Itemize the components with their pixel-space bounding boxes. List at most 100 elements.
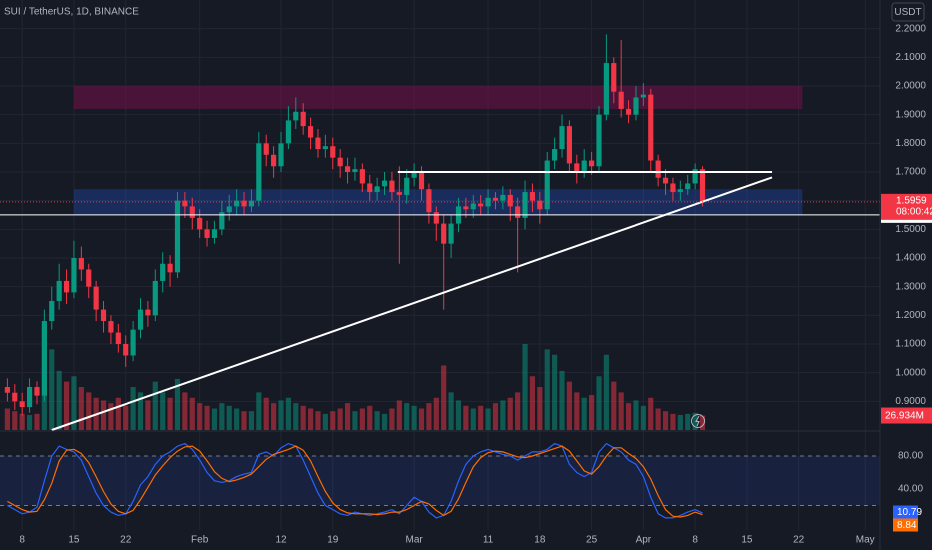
volume-bar: [352, 411, 358, 430]
x-tick-label: 25: [586, 535, 598, 546]
candle-body: [448, 223, 454, 244]
volume-bar: [197, 403, 203, 430]
x-tick-label: Mar: [406, 535, 424, 546]
alert-icon[interactable]: [691, 414, 705, 428]
volume-bar: [219, 403, 225, 430]
volume-bar: [625, 403, 632, 430]
stoch-value-label: 10.79: [897, 507, 922, 518]
y-tick-label: 0.9000: [895, 396, 926, 407]
volume-bar: [699, 415, 706, 430]
volume-bar: [492, 403, 499, 430]
candle-body: [204, 229, 210, 238]
candle-body: [352, 169, 358, 172]
volume-label-box: [881, 407, 932, 424]
volume-bar: [71, 376, 77, 430]
volume-bar: [174, 378, 181, 430]
candle-body: [692, 169, 698, 184]
candle-body: [507, 194, 513, 207]
volume-bar: [611, 381, 617, 430]
volume-bar: [359, 408, 365, 430]
volume-bar: [337, 408, 343, 430]
y-tick-label: 1.1000: [895, 339, 926, 350]
candle-body: [574, 163, 580, 172]
volume-bar: [308, 408, 314, 430]
candle-body: [300, 111, 306, 127]
volume-bar: [426, 403, 432, 430]
volume-bar: [108, 403, 114, 430]
volume-bar: [285, 397, 291, 430]
volume-bar: [234, 408, 240, 430]
candle-body: [130, 329, 136, 356]
candle-body: [389, 180, 395, 193]
x-tick-label: 22: [793, 535, 805, 546]
volume-bar: [559, 370, 565, 430]
stoch-line: [7, 445, 703, 518]
candle-body: [359, 169, 365, 184]
volume-bar: [418, 408, 425, 430]
currency[interactable]: USDT: [894, 7, 921, 18]
volume-bar: [396, 400, 402, 430]
candle-body: [56, 280, 62, 301]
candle-body: [189, 206, 195, 218]
currency-box[interactable]: [891, 2, 925, 22]
stoch-tick-label: 80.00: [898, 451, 923, 462]
candle-body: [315, 137, 321, 150]
candle-body: [219, 212, 225, 230]
volume-bar: [552, 354, 558, 430]
x-tick-label: 8: [19, 535, 25, 546]
candle-body: [633, 97, 639, 115]
candle-body: [322, 146, 328, 150]
volume-bar: [278, 400, 284, 430]
candle-body: [137, 309, 144, 330]
y-tick-label: 1.8000: [895, 138, 926, 149]
volume-bar: [544, 349, 550, 430]
volume-bar: [115, 397, 121, 430]
volume-bar: [167, 397, 173, 430]
candle-body: [529, 192, 536, 201]
candle-body: [522, 192, 528, 218]
candle-body: [537, 200, 543, 210]
candle-body: [174, 200, 181, 273]
volume-bar: [692, 412, 698, 430]
volume-bar: [455, 400, 462, 430]
candle-body: [271, 154, 277, 167]
axes: 0.9000 1.0000 1.1000 1.2000 1.3000 1.4000 1.50…: [19, 23, 932, 546]
volume-bar: [293, 403, 299, 430]
volume-bar: [566, 381, 572, 430]
y-tick-label: 2.1000: [895, 52, 926, 63]
volume-bar: [256, 392, 262, 430]
candle-body: [160, 263, 166, 281]
candle-body: [374, 186, 380, 193]
candle-body: [263, 143, 269, 155]
x-tick-label: May: [856, 535, 875, 546]
candle-body: [559, 126, 565, 150]
candle-body: [611, 63, 617, 92]
candle-body: [492, 197, 499, 201]
volume-bar: [26, 414, 33, 430]
volume-bar: [389, 408, 395, 430]
volume-bar: [137, 392, 144, 430]
countdown: 08:00:42: [896, 206, 932, 217]
volume-bar: [4, 408, 10, 430]
volume-bar: [78, 387, 84, 430]
candle-body: [123, 344, 129, 356]
candle-body: [234, 200, 240, 207]
volume-bar: [12, 411, 18, 430]
candle-body: [197, 217, 203, 230]
candle-body: [589, 160, 595, 167]
volume-bar: [448, 392, 454, 430]
volume-bar: [248, 411, 255, 430]
candle-body: [470, 203, 476, 210]
stoch-line: [7, 442, 703, 519]
candle-body: [418, 172, 425, 190]
volume-bar: [537, 387, 543, 430]
candle-body: [34, 387, 40, 396]
volume-bar: [677, 414, 683, 430]
volume-bar: [19, 413, 25, 430]
candle-body: [278, 143, 284, 167]
x-tick-label: Apr: [636, 535, 652, 546]
volume-bar: [381, 413, 388, 430]
x-tick-label: 8: [692, 535, 698, 546]
volume-bar: [470, 408, 476, 430]
